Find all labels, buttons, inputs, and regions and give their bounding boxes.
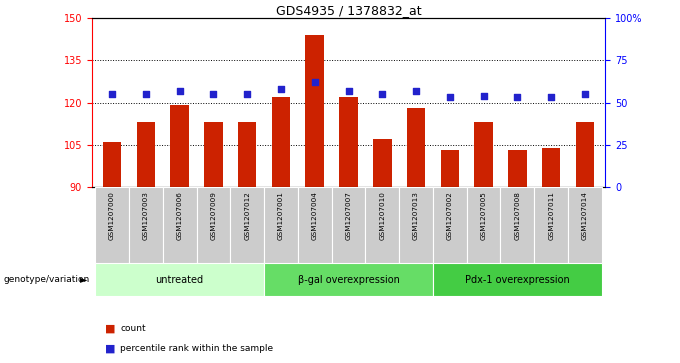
- Bar: [433, 263, 602, 296]
- Bar: [197, 187, 231, 263]
- Text: GSM1207010: GSM1207010: [379, 191, 386, 240]
- Bar: [365, 187, 399, 263]
- Point: [579, 91, 590, 97]
- Text: ■: ■: [105, 323, 116, 334]
- Bar: [407, 108, 426, 187]
- Bar: [95, 187, 129, 263]
- Text: β-gal overexpression: β-gal overexpression: [298, 274, 399, 285]
- Title: GDS4935 / 1378832_at: GDS4935 / 1378832_at: [275, 4, 422, 17]
- Text: GSM1207003: GSM1207003: [143, 191, 149, 240]
- Bar: [170, 105, 189, 187]
- Point: [512, 95, 523, 101]
- Text: GSM1207011: GSM1207011: [548, 191, 554, 240]
- Text: untreated: untreated: [156, 274, 204, 285]
- Bar: [441, 150, 459, 187]
- Point: [140, 91, 151, 97]
- Bar: [534, 187, 568, 263]
- Point: [275, 86, 286, 92]
- Point: [411, 88, 422, 94]
- Text: GSM1207009: GSM1207009: [210, 191, 216, 240]
- Bar: [466, 187, 500, 263]
- Text: GSM1207014: GSM1207014: [582, 191, 588, 240]
- Point: [309, 79, 320, 85]
- Bar: [264, 187, 298, 263]
- Point: [107, 91, 118, 97]
- Text: count: count: [120, 324, 146, 333]
- Point: [445, 95, 456, 101]
- Text: GSM1207007: GSM1207007: [345, 191, 352, 240]
- Bar: [399, 187, 433, 263]
- Text: GSM1207000: GSM1207000: [109, 191, 115, 240]
- Point: [343, 88, 354, 94]
- Text: GSM1207001: GSM1207001: [278, 191, 284, 240]
- Text: percentile rank within the sample: percentile rank within the sample: [120, 344, 273, 353]
- Point: [241, 91, 252, 97]
- Text: genotype/variation: genotype/variation: [3, 275, 90, 284]
- Bar: [475, 122, 493, 187]
- Point: [478, 93, 489, 99]
- Point: [208, 91, 219, 97]
- Text: GSM1207008: GSM1207008: [514, 191, 520, 240]
- Bar: [238, 122, 256, 187]
- Bar: [339, 97, 358, 187]
- Text: GSM1207013: GSM1207013: [413, 191, 419, 240]
- Text: GSM1207012: GSM1207012: [244, 191, 250, 240]
- Text: GSM1207005: GSM1207005: [481, 191, 487, 240]
- Bar: [137, 122, 155, 187]
- Bar: [332, 187, 365, 263]
- Bar: [231, 187, 264, 263]
- Bar: [500, 187, 534, 263]
- Text: GSM1207002: GSM1207002: [447, 191, 453, 240]
- Bar: [129, 187, 163, 263]
- Bar: [103, 142, 121, 187]
- Bar: [373, 139, 392, 187]
- Point: [377, 91, 388, 97]
- Text: ■: ■: [105, 343, 116, 354]
- Bar: [95, 263, 264, 296]
- Text: GSM1207006: GSM1207006: [177, 191, 183, 240]
- Bar: [264, 263, 433, 296]
- Bar: [542, 148, 560, 187]
- Bar: [163, 187, 197, 263]
- Bar: [204, 122, 222, 187]
- Bar: [433, 187, 466, 263]
- Text: Pdx-1 overexpression: Pdx-1 overexpression: [465, 274, 570, 285]
- Bar: [576, 122, 594, 187]
- Bar: [298, 187, 332, 263]
- Point: [546, 95, 557, 101]
- Point: [174, 88, 185, 94]
- Text: ►: ►: [80, 274, 88, 285]
- Bar: [305, 35, 324, 187]
- Bar: [568, 187, 602, 263]
- Bar: [508, 150, 527, 187]
- Text: GSM1207004: GSM1207004: [311, 191, 318, 240]
- Bar: [271, 97, 290, 187]
